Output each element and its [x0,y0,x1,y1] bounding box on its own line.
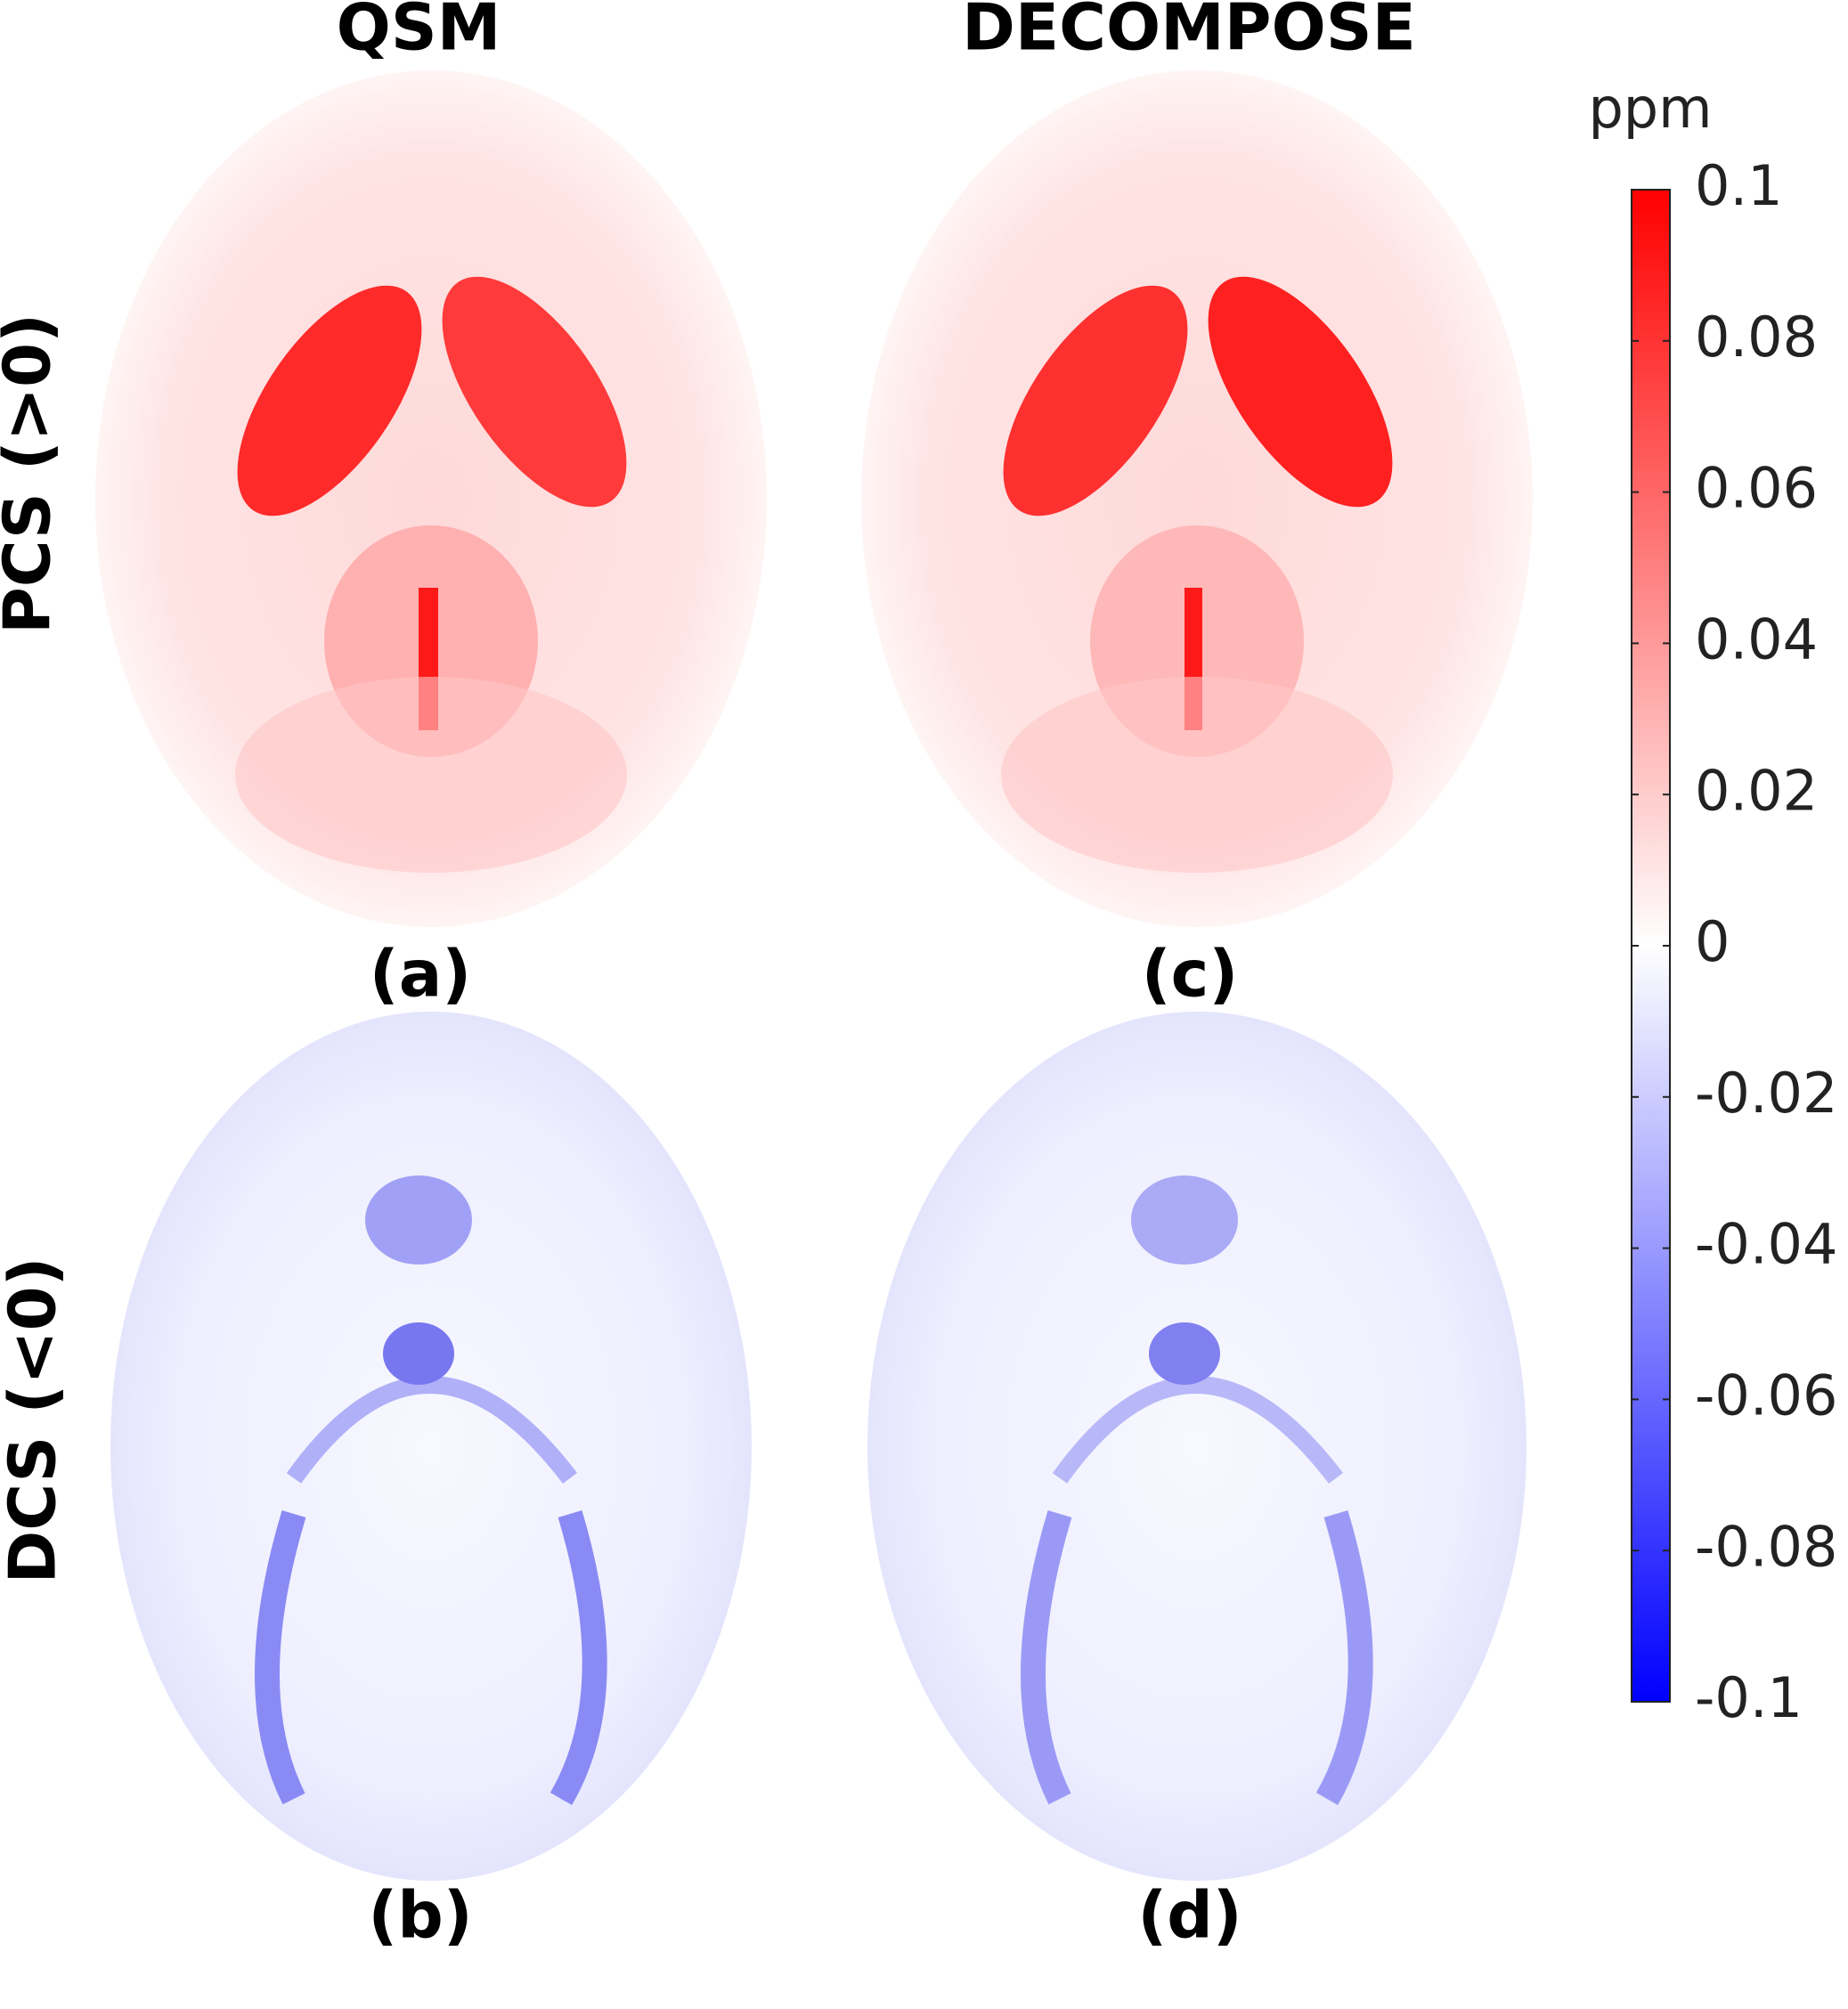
panel-label: (a) [370,937,471,1012]
tick-label: 0.1 [1695,153,1783,218]
column-title: DECOMPOSE [962,0,1416,65]
colorbar-label: ppm [1588,76,1712,141]
brain-image-d [867,1012,1526,1881]
panel-label: (d) [1137,1878,1241,1953]
panel-label: (b) [368,1878,472,1953]
tick-label: 0.06 [1695,456,1818,521]
column-title: QSM [337,0,501,65]
tick-label: 0.08 [1695,305,1818,370]
tick-label: -0.06 [1695,1362,1837,1427]
brain-image-b [110,1012,752,1881]
row-label: DCS (<0) [0,1257,70,1583]
tick-label: -0.02 [1695,1061,1837,1126]
tick-label: -0.08 [1695,1514,1837,1579]
row-label: PCS (>0) [0,313,65,634]
tick-label: -0.1 [1695,1665,1803,1730]
tick-label: 0.04 [1695,606,1818,671]
tick-label: -0.04 [1695,1212,1837,1277]
panel-label: (c) [1142,937,1239,1012]
tick-label: 0 [1695,909,1730,974]
brain-image-a [95,70,767,927]
tick-label: 0.02 [1695,758,1818,823]
brain-image-c [861,70,1533,927]
